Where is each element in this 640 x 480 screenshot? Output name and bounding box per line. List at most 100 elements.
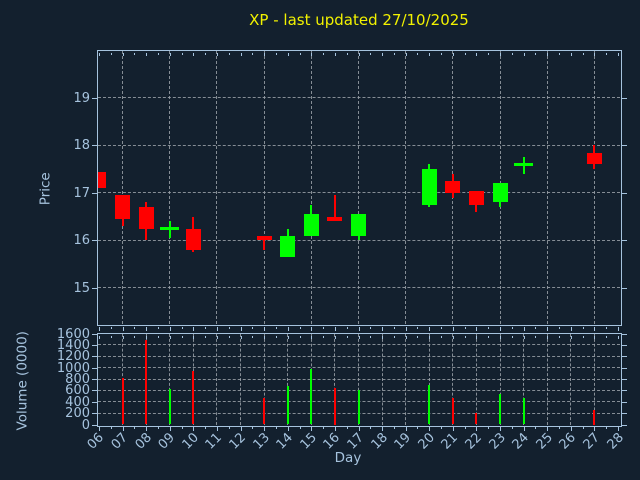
day-axis-label: Day bbox=[334, 450, 362, 466]
axis-tick bbox=[621, 97, 627, 99]
axis-tick bbox=[464, 426, 466, 429]
volume-tick-label: 1200 bbox=[56, 349, 90, 365]
axis-tick bbox=[476, 426, 478, 431]
grid-line-vertical bbox=[263, 50, 265, 324]
candle-body bbox=[468, 190, 484, 205]
axis-tick bbox=[252, 326, 254, 329]
axis-tick bbox=[216, 426, 218, 431]
axis-tick bbox=[405, 52, 407, 56]
axis-tick bbox=[205, 426, 207, 429]
axis-tick bbox=[582, 326, 584, 329]
x-tick-label: 06 bbox=[84, 430, 108, 453]
axis-tick bbox=[228, 335, 230, 338]
grid-line-vertical bbox=[263, 333, 265, 425]
candle-body bbox=[115, 195, 130, 220]
axis-tick bbox=[559, 335, 561, 338]
candle-wick bbox=[263, 235, 266, 250]
x-tick-label: 19 bbox=[391, 430, 415, 453]
axis-tick bbox=[91, 192, 97, 194]
axis-tick bbox=[618, 426, 620, 431]
axis-tick bbox=[618, 335, 620, 339]
price-tick-label: 18 bbox=[73, 138, 90, 154]
axis-tick bbox=[181, 326, 183, 329]
axis-tick bbox=[429, 52, 431, 56]
volume-plot bbox=[96, 332, 622, 427]
price-tick-label: 19 bbox=[73, 90, 90, 106]
volume-bar bbox=[145, 340, 148, 425]
axis-tick bbox=[441, 52, 443, 55]
axis-tick bbox=[582, 426, 584, 429]
axis-tick bbox=[91, 333, 97, 335]
grid-line-vertical bbox=[570, 333, 572, 425]
axis-tick bbox=[228, 52, 230, 55]
candle-body bbox=[327, 216, 343, 222]
volume-bar bbox=[499, 393, 502, 425]
axis-tick bbox=[98, 426, 100, 431]
axis-tick bbox=[621, 240, 627, 242]
axis-tick bbox=[334, 335, 336, 339]
axis-tick bbox=[547, 335, 549, 339]
axis-tick bbox=[606, 335, 608, 338]
axis-tick bbox=[594, 335, 596, 339]
price-plot bbox=[96, 49, 622, 326]
axis-tick bbox=[417, 52, 419, 55]
axis-tick bbox=[621, 379, 627, 380]
axis-tick bbox=[393, 52, 395, 55]
axis-tick bbox=[370, 326, 372, 329]
axis-tick bbox=[488, 335, 490, 338]
axis-tick bbox=[441, 326, 443, 329]
axis-tick bbox=[500, 52, 502, 56]
grid-line-vertical bbox=[287, 333, 289, 425]
axis-tick bbox=[417, 335, 419, 338]
volume-bar bbox=[475, 412, 478, 425]
axis-tick bbox=[264, 426, 266, 431]
axis-tick bbox=[91, 287, 97, 289]
axis-tick bbox=[500, 326, 502, 331]
axis-tick bbox=[393, 335, 395, 338]
grid-line-vertical bbox=[475, 333, 477, 425]
axis-tick bbox=[264, 335, 266, 339]
axis-tick bbox=[110, 335, 112, 338]
grid-line-vertical bbox=[405, 333, 407, 425]
axis-tick bbox=[511, 326, 513, 329]
axis-tick bbox=[252, 426, 254, 429]
doji-line bbox=[514, 162, 534, 166]
axis-tick bbox=[535, 52, 537, 55]
axis-tick bbox=[169, 326, 171, 331]
axis-tick bbox=[429, 335, 431, 339]
axis-tick bbox=[441, 335, 443, 338]
axis-tick bbox=[157, 335, 159, 338]
volume-bar bbox=[593, 410, 596, 425]
axis-tick bbox=[334, 52, 336, 56]
axis-tick bbox=[511, 426, 513, 429]
axis-tick bbox=[621, 145, 627, 147]
axis-tick bbox=[621, 192, 627, 194]
x-tick-label: 13 bbox=[250, 430, 273, 453]
axis-tick bbox=[570, 52, 572, 56]
doji-line bbox=[160, 227, 180, 231]
candle-body bbox=[256, 235, 272, 241]
axis-tick bbox=[299, 335, 301, 338]
candle-body bbox=[97, 171, 107, 189]
axis-tick bbox=[228, 326, 230, 329]
volume-tick-label: 800 bbox=[65, 372, 90, 387]
axis-tick bbox=[169, 52, 171, 56]
chart-title: XP - last updated 27/10/2025 bbox=[249, 11, 469, 29]
axis-tick bbox=[323, 326, 325, 329]
axis-tick bbox=[146, 52, 148, 56]
axis-tick bbox=[181, 426, 183, 429]
axis-tick bbox=[91, 390, 97, 392]
axis-tick bbox=[275, 335, 277, 338]
candle-body bbox=[492, 183, 508, 203]
axis-tick bbox=[346, 426, 348, 429]
axis-tick bbox=[358, 52, 360, 56]
axis-tick bbox=[500, 426, 502, 431]
axis-tick bbox=[535, 426, 537, 429]
volume-bar bbox=[451, 398, 454, 425]
x-tick-label: 10 bbox=[179, 430, 202, 453]
candle-body bbox=[280, 235, 296, 258]
axis-tick bbox=[476, 52, 478, 56]
grid-line-vertical bbox=[428, 333, 430, 425]
axis-tick bbox=[264, 326, 266, 331]
axis-tick bbox=[429, 326, 431, 331]
